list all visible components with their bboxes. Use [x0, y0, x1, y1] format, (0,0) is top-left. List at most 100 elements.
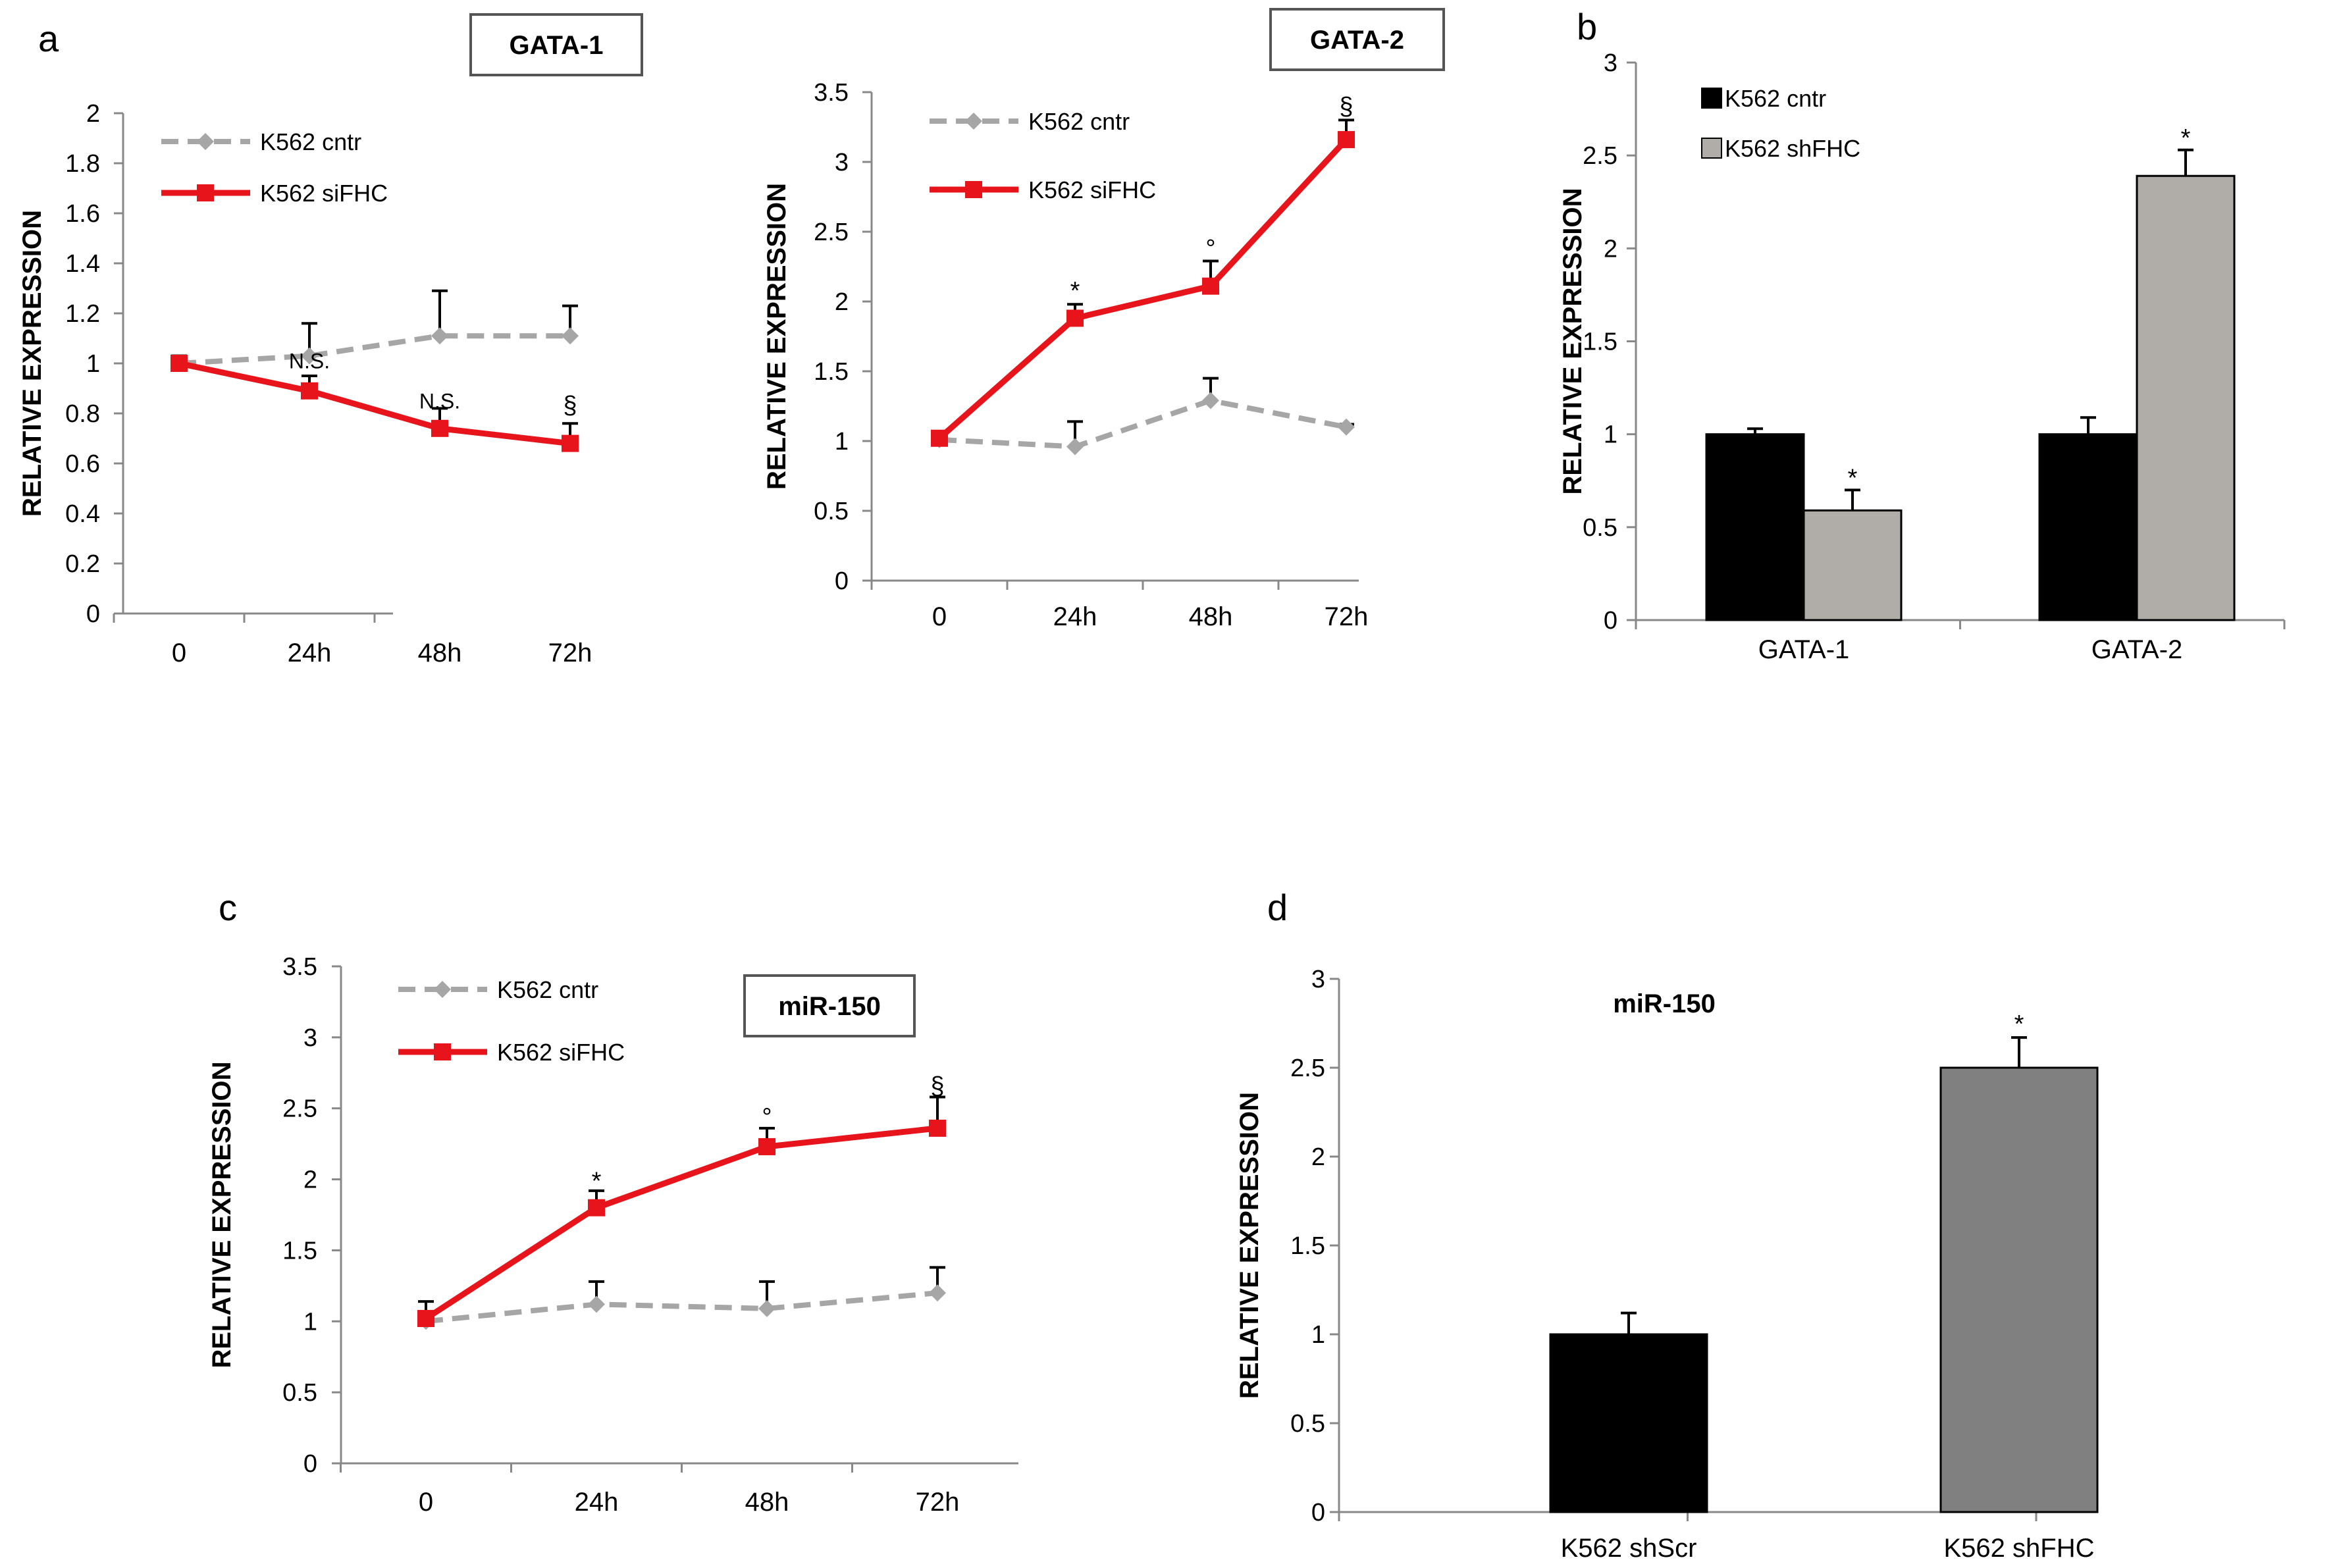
data-point-square: [1338, 131, 1355, 149]
data-point-diamond: [431, 327, 448, 345]
significance-label: °: [762, 1104, 772, 1132]
y-tick-label: 2: [86, 100, 100, 128]
legend-label: K562 siFHC: [260, 180, 388, 207]
panel-gata-2-chart: GATA-2 0 0.5 1 1.5 2 2.5 3 3.5 RELATIVE EXPRESSIO…: [762, 8, 1445, 631]
chart-title: miR-150: [1613, 989, 1716, 1018]
legend-label: K562 siFHC: [1028, 176, 1156, 203]
legend-label: K562 cntr: [1725, 85, 1826, 112]
data-point-square: [417, 1309, 434, 1327]
data-point-diamond: [758, 1299, 775, 1317]
x-tick-label: 48h: [1189, 602, 1233, 631]
y-tick-label: 1: [835, 428, 849, 456]
data-point-diamond: [588, 1295, 605, 1313]
y-tick-label: 1.8: [65, 150, 100, 178]
series-line: [424, 1125, 938, 1321]
title-box: [743, 974, 916, 1037]
y-axis-label: RELATIVE EXPRESSION: [18, 210, 47, 517]
legend-marker-square: [434, 1043, 451, 1060]
y-tick-label: 2.5: [1290, 1055, 1325, 1082]
x-tick-label: GATA-2: [2091, 635, 2183, 664]
significance-label: N.S.: [289, 350, 330, 373]
title-box: [469, 13, 643, 76]
y-axis-label: RELATIVE EXPRESSION: [207, 1061, 236, 1368]
y-tick-label: 0.5: [814, 498, 849, 525]
panel-d-chart: d miR-150 0 0.5 1 1.5 2 2.5 3 RELATIVE EXPRESSION…: [1235, 887, 2099, 1563]
series-k562-cntr: [171, 289, 579, 372]
x-tick-label: 0: [932, 602, 947, 631]
x-tick-label: GATA-1: [1758, 635, 1850, 664]
bar: [1549, 1333, 1708, 1513]
y-tick-label: 1.5: [1583, 328, 1617, 356]
y-tick-label: 0.5: [282, 1379, 317, 1407]
data-point-diamond: [1202, 392, 1219, 409]
x-tick-label: 48h: [418, 639, 462, 667]
chart-title: GATA-1: [510, 31, 604, 60]
series-line: [425, 1290, 938, 1324]
significance-label: §: [930, 1072, 944, 1100]
x-tick-label: 0: [172, 639, 186, 667]
panel-b-chart: b 0 0.5 1 1.5 2 2.5 3 RELATIVE EXPRESSION GATA-1 G…: [1558, 6, 2286, 664]
y-axis-label: RELATIVE EXPRESSION: [762, 183, 791, 490]
significance-label: §: [1339, 93, 1353, 120]
bar: [1802, 509, 1903, 621]
panel-letter-d: d: [1267, 887, 1288, 928]
x-tick-label: 48h: [745, 1488, 789, 1517]
legend-entry: K562 cntr: [1701, 85, 1826, 112]
legend-entry: K562 siFHC: [161, 180, 388, 207]
legend-marker-square: [965, 181, 982, 198]
y-tick-label: 1.2: [65, 300, 100, 328]
data-point-square: [1066, 309, 1084, 327]
data-point-square: [758, 1137, 775, 1155]
y-tick-label: 2: [303, 1166, 317, 1194]
y-tick-label: 2: [835, 288, 849, 316]
significance-label: °: [1205, 235, 1215, 263]
legend-entry: K562 cntr: [930, 108, 1130, 135]
data-point-diamond: [1066, 438, 1084, 456]
data-point-diamond: [1338, 418, 1355, 436]
y-tick-label: 1: [303, 1308, 317, 1336]
data-point-square: [1202, 277, 1219, 295]
y-tick-label: 3: [1311, 966, 1325, 993]
y-tick-label: 3.5: [814, 79, 849, 107]
data-point-square: [931, 429, 948, 447]
legend-label: K562 cntr: [260, 128, 361, 155]
data-point-square: [588, 1199, 605, 1216]
legend-label: K562 cntr: [497, 976, 598, 1003]
data-point-square: [929, 1119, 946, 1137]
y-tick-label: 1: [1604, 421, 1617, 449]
y-tick-label: 0.4: [65, 500, 100, 528]
legend-label: K562 cntr: [1028, 108, 1130, 135]
significance-label: *: [1848, 465, 1858, 492]
legend-marker-diamond: [434, 981, 451, 998]
y-tick-label: 1.5: [282, 1237, 317, 1265]
y-tick-label: 3.5: [282, 953, 317, 981]
legend-entry: K562 cntr: [161, 128, 361, 155]
bar: [1939, 1066, 2099, 1513]
series-bars-0: [1549, 1036, 2099, 1513]
series-line: [937, 138, 1349, 441]
significance-label: *: [2014, 1010, 2024, 1038]
data-point-square: [562, 434, 579, 452]
legend-label: K562 shFHC: [1725, 135, 1860, 162]
y-tick-label: 0: [1311, 1499, 1325, 1527]
series-k562-cntr: [417, 1266, 946, 1330]
x-tick-label: K562 shScr: [1561, 1534, 1697, 1563]
series-line: [939, 398, 1347, 450]
y-tick-label: 1.5: [814, 358, 849, 386]
y-tick-label: 0: [835, 567, 849, 595]
chart-title: GATA-2: [1310, 26, 1404, 55]
chart-title: miR-150: [778, 992, 881, 1021]
y-tick-label: 0.8: [65, 400, 100, 428]
legend-marker-diamond: [965, 113, 982, 130]
y-tick-label: 1.6: [65, 200, 100, 228]
legend-entry: K562 shFHC: [1701, 135, 1860, 162]
legend-swatch: [1701, 138, 1722, 159]
y-tick-label: 1.4: [65, 250, 100, 278]
legend-marker-square: [197, 184, 214, 201]
y-tick-label: 1: [86, 350, 100, 378]
panel-c-chart: c miR-150 0 0.5 1 1.5 2 2.5 3 3.5 RELATIVE EXPRESS…: [207, 887, 1018, 1517]
panel-letter-b: b: [1577, 6, 1597, 47]
data-point-square: [301, 382, 318, 400]
series-bars-k562-cntr: [1705, 416, 2138, 621]
significance-label: *: [592, 1168, 602, 1195]
